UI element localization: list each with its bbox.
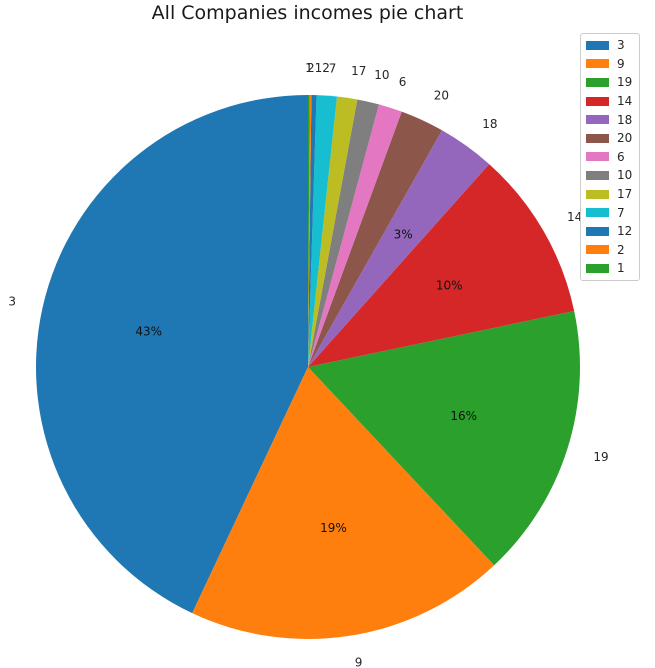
pie-slice-9	[192, 367, 495, 639]
slice-label-12: 12	[315, 61, 330, 75]
pie-slice-14	[308, 164, 575, 367]
legend-item-7: 7	[581, 203, 639, 222]
legend-item-12: 12	[581, 222, 639, 241]
legend-swatch	[586, 263, 609, 273]
legend-item-18: 18	[581, 110, 639, 129]
legend-item-14: 14	[581, 92, 639, 111]
slice-label-17: 17	[351, 64, 366, 78]
percent-label-3: 43%	[135, 324, 162, 338]
pie-slice-6	[308, 104, 402, 368]
slice-label-19: 19	[593, 450, 608, 464]
legend-label: 18	[617, 112, 633, 127]
legend-label: 7	[617, 205, 625, 220]
legend-swatch	[586, 189, 609, 199]
slice-label-20: 20	[434, 89, 449, 103]
legend-label: 1	[617, 261, 625, 276]
percent-label-14: 10%	[436, 278, 463, 292]
slice-label-14: 14	[567, 210, 582, 224]
legend-item-3: 3	[581, 36, 639, 55]
pie-slices	[36, 95, 580, 639]
legend-label: 17	[617, 187, 633, 202]
legend-swatch	[586, 152, 609, 162]
legend-swatch	[586, 170, 609, 180]
legend-label: 19	[617, 75, 633, 90]
legend-swatch	[586, 96, 609, 106]
pie-slice-18	[308, 130, 490, 367]
legend-swatch	[586, 115, 609, 125]
pie-slice-17	[308, 96, 358, 368]
slice-label-1: 1	[305, 61, 313, 75]
slice-label-10: 10	[374, 68, 389, 82]
legend-swatch	[586, 245, 609, 255]
legend-label: 3	[617, 38, 625, 53]
legend-swatch	[586, 208, 609, 218]
pie-slice-20	[308, 111, 443, 367]
pie-slice-1	[308, 95, 310, 367]
legend-swatch	[586, 59, 609, 69]
legend-item-9: 9	[581, 55, 639, 74]
slice-label-6: 6	[399, 75, 407, 89]
legend-item-19: 19	[581, 73, 639, 92]
pie-slice-19	[308, 311, 580, 566]
legend-label: 9	[617, 56, 625, 71]
legend: 3 9 19 14 18 20 6 10 17 7 12 2 1	[580, 33, 640, 281]
legend-swatch	[586, 77, 609, 87]
percent-label-18: 3%	[394, 227, 413, 241]
legend-swatch	[586, 133, 609, 143]
pie-slice-7	[308, 95, 337, 367]
percent-label-9: 19%	[320, 521, 347, 535]
legend-item-20: 20	[581, 129, 639, 148]
slice-label-3: 3	[8, 295, 16, 309]
legend-item-17: 17	[581, 185, 639, 204]
legend-swatch	[586, 40, 609, 50]
pie-slice-3	[36, 95, 309, 614]
legend-label: 20	[617, 131, 633, 146]
pie-slice-2	[308, 95, 312, 367]
legend-label: 14	[617, 94, 633, 109]
percent-label-19: 16%	[450, 409, 477, 423]
slice-label-18: 18	[482, 117, 497, 131]
slice-label-7: 7	[329, 62, 337, 76]
legend-swatch	[586, 226, 609, 236]
slice-label-9: 9	[355, 656, 363, 668]
legend-label: 6	[617, 149, 625, 164]
pie-slice-10	[308, 99, 379, 367]
percent-labels: 43% 19% 16% 10% 3%	[135, 227, 477, 535]
chart-title: All Companies incomes pie chart	[151, 2, 464, 24]
legend-label: 10	[617, 168, 633, 183]
legend-label: 2	[617, 242, 625, 257]
slice-label-2: 2	[307, 61, 315, 75]
legend-item-10: 10	[581, 166, 639, 185]
legend-item-1: 1	[581, 259, 639, 278]
pie-slice-12	[308, 95, 317, 368]
legend-item-2: 2	[581, 241, 639, 260]
legend-label: 12	[617, 224, 633, 239]
legend-item-6: 6	[581, 148, 639, 167]
